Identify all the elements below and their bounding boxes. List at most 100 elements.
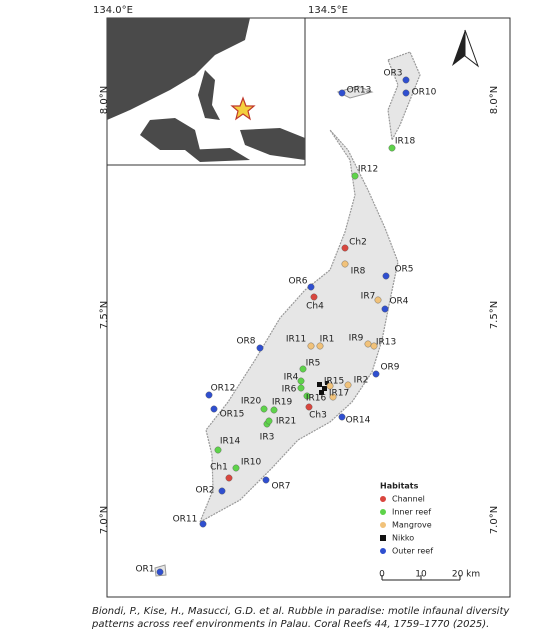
site-label: OR3 [383,69,402,79]
site-marker [388,144,396,152]
legend-label: Channel [392,495,425,504]
site-label: IR18 [395,137,416,147]
legend-title: Habitats [380,482,419,491]
site-marker [374,296,382,304]
site-marker [225,474,233,482]
site-marker [303,392,311,400]
site-label: Ch3 [309,411,327,421]
site-label: IR8 [351,267,366,277]
site-marker [307,342,315,350]
site-marker [372,370,380,378]
site-label: Ch4 [306,302,324,312]
site-label: OR11 [173,515,198,525]
legend-box [376,484,472,562]
site-marker [307,283,315,291]
site-marker [270,406,278,414]
site-label: IR3 [260,433,275,443]
map: Habitats 0 10 20 km 134.0°E 134.5°E 8.0°… [93,5,511,598]
legend-symbol [380,496,386,502]
site-marker [256,344,264,352]
site-label: IR1 [320,335,335,345]
site-label: IR2 [354,376,369,386]
site-marker [297,384,305,392]
site-marker [338,413,346,421]
site-label: IR16 [306,394,327,404]
legend-label: Inner reef [392,508,431,517]
site-label: OR2 [195,486,214,496]
scale-label: 20 km [452,570,480,580]
north-arrow [452,29,480,68]
island [387,51,421,142]
site-marker [214,446,222,454]
site-label: IR15 [324,377,344,387]
site-label: IR21 [276,417,296,427]
island [198,129,399,524]
legend-symbol [380,535,386,541]
citation: Biondi, P., Kise, H., Masucci, G.D. et a… [92,606,510,630]
legend-symbol [380,548,386,554]
site-marker [341,260,349,268]
site-marker [381,305,389,313]
site-label: OR10 [412,88,437,98]
scale-label: 0 [379,570,385,580]
site-marker [344,381,352,389]
scale-label: 10 [415,570,427,580]
site-label: OR14 [346,416,371,426]
site-marker [316,342,324,350]
site-marker [199,520,207,528]
site-label: IR13 [376,338,396,348]
site-label: IR10 [241,458,262,468]
site-marker [262,476,270,484]
site-marker [218,487,226,495]
site-marker [210,405,218,413]
site-marker [382,272,390,280]
site-marker [299,365,307,373]
site-marker [402,76,410,84]
inset-map [106,17,306,166]
scale-bar [381,575,461,581]
site-label: IR12 [358,165,378,175]
site-label: OR9 [380,363,399,373]
lat-label: 7.5°N [489,301,500,329]
site-label: IR11 [286,335,306,345]
island [336,85,374,99]
site-marker [305,403,313,411]
legend-symbol [380,509,386,515]
site-label: OR4 [389,297,408,307]
site-label: IR19 [272,398,293,408]
lon-label: 134.5°E [308,5,348,16]
site-marker [351,172,359,180]
site-marker [329,393,337,401]
site-marker [232,464,240,472]
site-label: OR15 [220,410,245,420]
lon-label: 134.0°E [93,5,133,16]
site-label: IR17 [329,389,349,399]
site-label: IR5 [306,359,321,369]
site-label: IR9 [349,334,364,344]
site-label: OR8 [236,337,255,347]
site-marker [310,293,318,301]
lat-label: 7.0°N [489,506,500,534]
legend-label: Nikko [392,534,414,543]
site-label: IR4 [284,373,299,383]
site-marker [341,244,349,252]
site-marker [370,342,378,350]
site-label: Ch1 [210,463,228,473]
lat-label: 7.5°N [99,301,110,329]
site-marker [205,391,213,399]
site-label: IR6 [282,385,297,395]
lat-label: 8.0°N [489,86,500,114]
site-marker [364,340,372,348]
site-label: Ch2 [349,238,367,248]
site-marker [402,89,410,97]
site-label: IR14 [220,437,241,447]
site-label: OR7 [271,482,290,492]
site-marker [338,89,346,97]
site-label: OR13 [347,86,372,96]
site-label: OR12 [211,384,236,394]
lat-label: 8.0°N [99,86,110,114]
site-marker [265,417,273,425]
legend-symbol [380,522,386,528]
site-label: IR20 [241,397,262,407]
